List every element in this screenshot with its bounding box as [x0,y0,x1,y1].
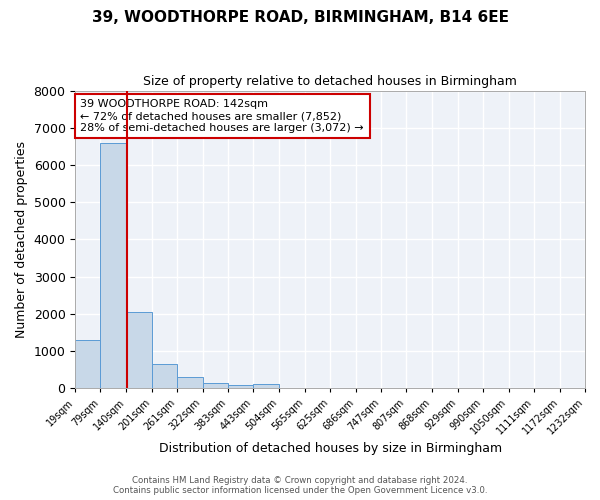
Bar [75,340,100,388]
Bar [203,384,228,388]
Bar [177,377,203,388]
Bar [152,364,177,388]
Text: Contains HM Land Registry data © Crown copyright and database right 2024.
Contai: Contains HM Land Registry data © Crown c… [113,476,487,495]
Bar [253,384,279,388]
Text: 39 WOODTHORPE ROAD: 142sqm
← 72% of detached houses are smaller (7,852)
28% of s: 39 WOODTHORPE ROAD: 142sqm ← 72% of deta… [80,100,364,132]
Bar [100,142,126,388]
Text: 39, WOODTHORPE ROAD, BIRMINGHAM, B14 6EE: 39, WOODTHORPE ROAD, BIRMINGHAM, B14 6EE [91,10,509,25]
Bar [228,385,253,388]
Y-axis label: Number of detached properties: Number of detached properties [15,141,28,338]
Title: Size of property relative to detached houses in Birmingham: Size of property relative to detached ho… [143,75,517,88]
X-axis label: Distribution of detached houses by size in Birmingham: Distribution of detached houses by size … [158,442,502,455]
Bar [126,312,152,388]
